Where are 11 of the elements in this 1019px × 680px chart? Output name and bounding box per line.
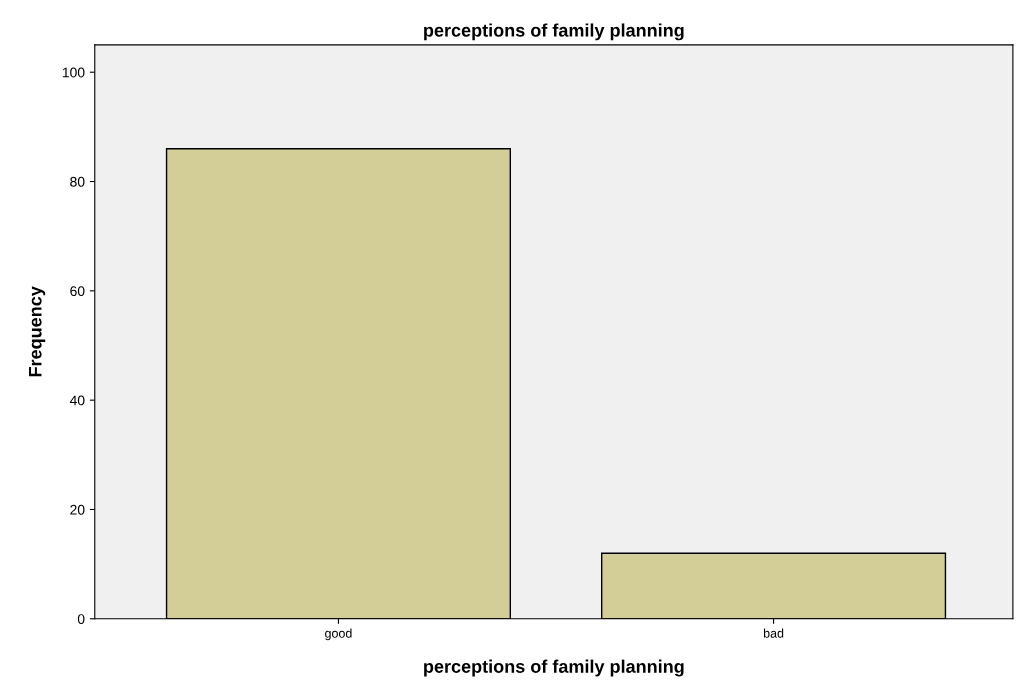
y-tick-label: 0	[77, 614, 85, 624]
y-tick-label: 80	[70, 176, 85, 187]
chart-title: perceptions of family planning	[424, 23, 684, 41]
y-tick-label: 100	[62, 67, 85, 78]
y-axis-title: Frequency	[29, 286, 46, 377]
x-axis-title: perceptions of family planning	[424, 659, 684, 677]
y-tick-label: 20	[70, 504, 85, 515]
x-tick-label: good	[325, 628, 352, 641]
x-tick-label: bad	[763, 628, 784, 638]
y-tick-label: 60	[70, 286, 85, 297]
y-tick-label: 40	[69, 395, 85, 406]
